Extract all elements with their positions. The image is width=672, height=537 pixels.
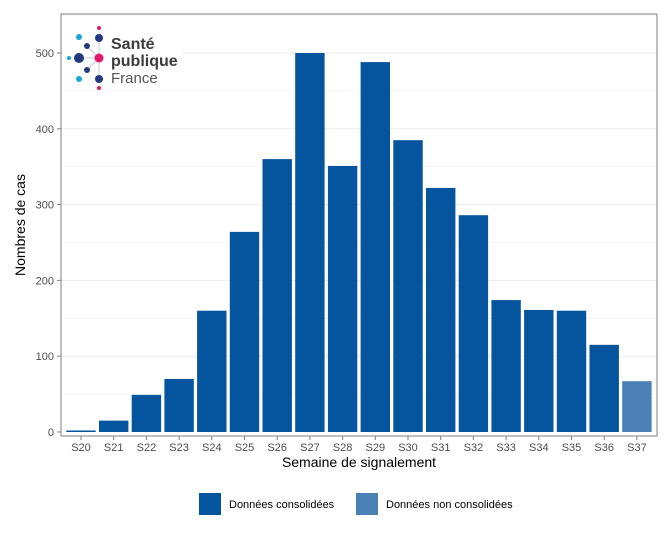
- x-tick-label: S29: [366, 442, 386, 454]
- panel-border: [60, 13, 658, 437]
- y-tick-label: 0: [48, 427, 54, 439]
- bar-S31: [426, 187, 456, 432]
- legend-label: Données non consolidées: [386, 499, 513, 511]
- x-tick-label: S31: [431, 442, 451, 454]
- bar-S23: [164, 378, 194, 432]
- y-tick-label: 100: [36, 351, 54, 363]
- bar-S26: [262, 159, 292, 432]
- bar-S21: [99, 420, 129, 432]
- y-tick-label: 400: [36, 124, 54, 136]
- x-tick-label: S36: [594, 442, 614, 454]
- bar-S20: [66, 430, 96, 432]
- x-tick-label: S24: [202, 442, 222, 454]
- bar-S32: [458, 215, 489, 432]
- x-tick-label: S23: [169, 442, 189, 454]
- x-tick-label: S21: [104, 442, 124, 454]
- bar-S37: [622, 381, 652, 432]
- bar-S29: [360, 62, 390, 432]
- bar-S35: [556, 310, 587, 432]
- bar-S30: [393, 140, 423, 433]
- x-tick-label: S30: [398, 442, 418, 454]
- x-tick-label: S33: [496, 442, 516, 454]
- bar-S33: [491, 300, 521, 432]
- x-axis-title: Semaine de signalement: [282, 454, 436, 470]
- x-tick-label: S32: [464, 442, 484, 454]
- y-tick-label: 300: [36, 200, 54, 212]
- bar-S27: [295, 53, 325, 432]
- x-tick-label: S25: [235, 442, 255, 454]
- y-tick-label: 200: [36, 275, 54, 287]
- x-tick-label: S26: [267, 442, 287, 454]
- bar-S24: [197, 310, 227, 432]
- legend-swatch: [356, 493, 378, 515]
- bar-S25: [229, 231, 260, 432]
- legend-swatch: [199, 493, 221, 515]
- x-tick-label: S20: [71, 442, 91, 454]
- x-tick-label: S22: [137, 442, 157, 454]
- logo-text-publique: publique: [111, 53, 178, 70]
- logo-text-sante: Santé: [111, 36, 155, 53]
- x-tick-label: S35: [562, 442, 582, 454]
- x-tick-label: S34: [529, 442, 549, 454]
- bar-S28: [327, 165, 358, 432]
- y-axis-title: Nombres de cas: [12, 174, 28, 276]
- y-tick-label: 500: [36, 48, 54, 60]
- bar-S22: [131, 394, 162, 432]
- logo-text-france: France: [111, 70, 158, 87]
- legend-label: Données consolidées: [229, 499, 335, 511]
- bar-S36: [589, 344, 619, 432]
- sante-publique-france-logo: Santé publique France: [63, 20, 183, 90]
- x-tick-label: S27: [300, 442, 320, 454]
- bar-S34: [524, 309, 554, 432]
- x-tick-label: S28: [333, 442, 353, 454]
- x-tick-label: S37: [627, 442, 647, 454]
- legend: Données consolidées Données non consolidé…: [199, 493, 513, 515]
